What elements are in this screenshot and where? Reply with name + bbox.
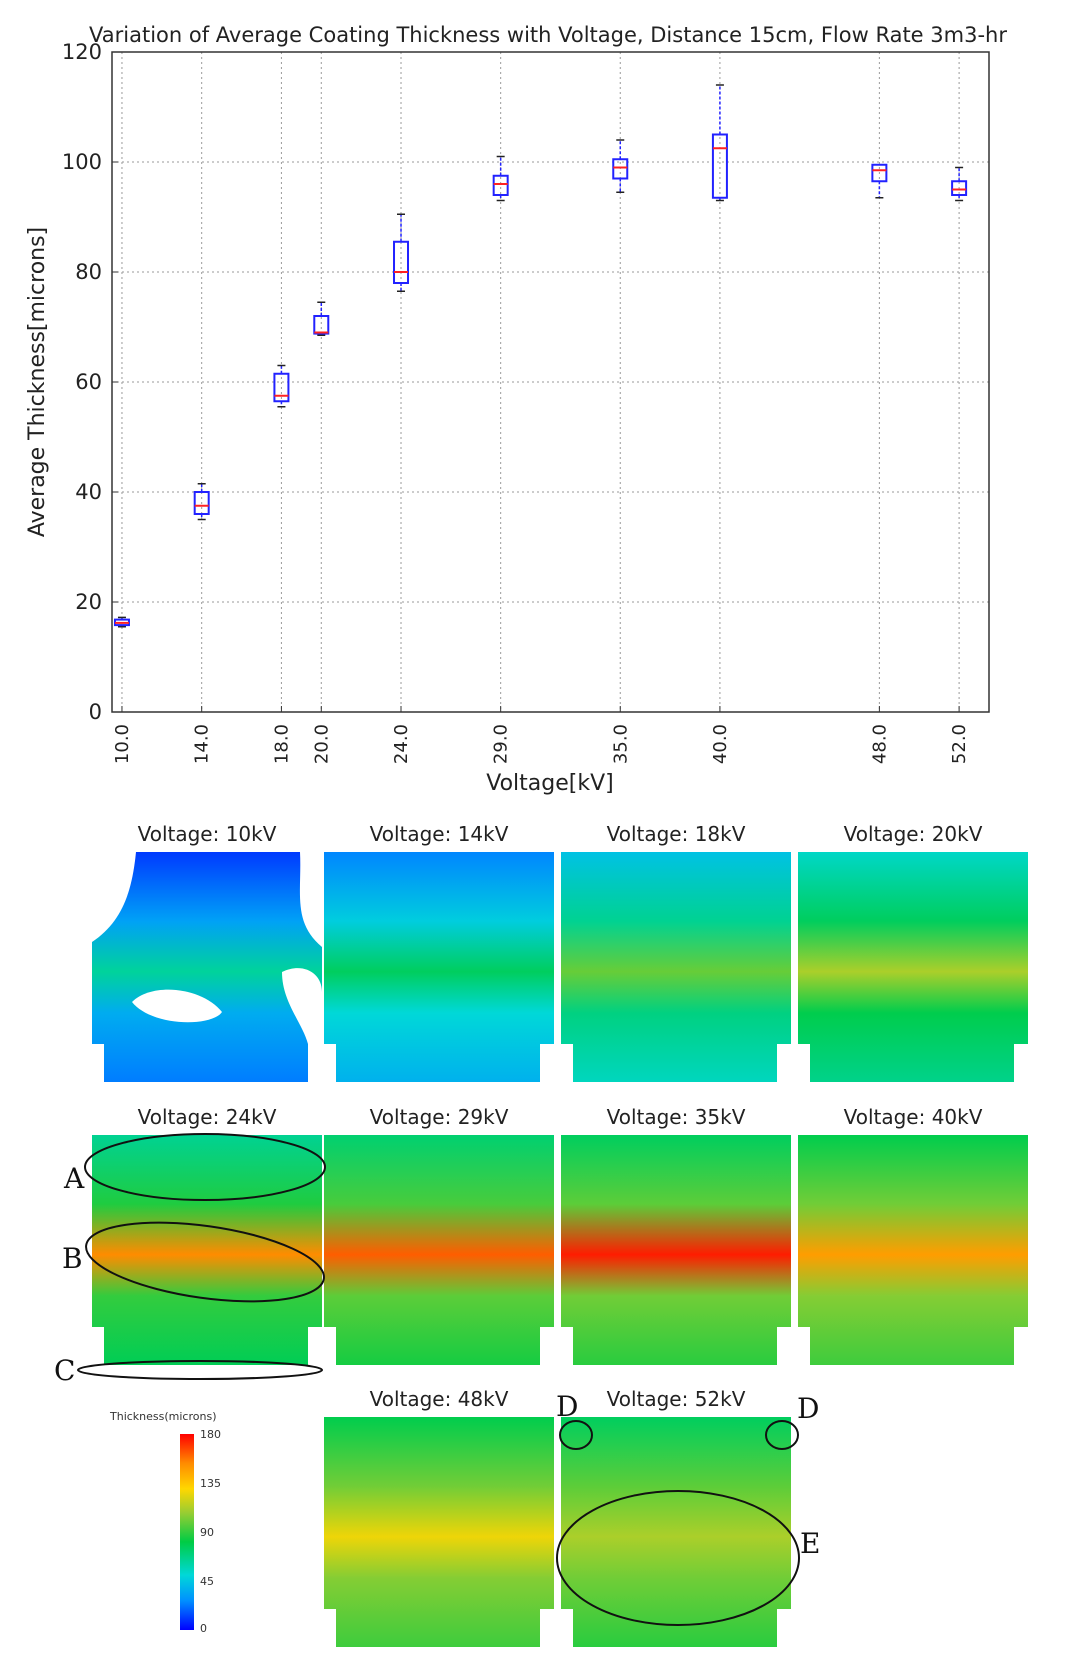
legend-tick: 180 [200,1428,221,1441]
map-image [561,1417,791,1647]
map-image [561,852,791,1082]
x-tick-label: 10.0 [112,724,133,764]
y-axis-ticks: 0 20 40 60 80 100 120 [62,40,118,724]
x-tick-label: 24.0 [391,724,412,764]
map-title: Voltage: 20kV [843,822,983,846]
box [193,491,210,515]
map-image [798,1135,1028,1365]
map-title: Voltage: 29kV [369,1105,509,1129]
legend-colorbar [180,1434,194,1630]
legend-title: Thickness(microns) [110,1410,217,1423]
color-legend: Thickness(microns) 180 135 90 45 0 [110,1410,270,1640]
box [393,240,410,284]
x-tick-label: 14.0 [192,724,213,764]
annotation-label-e: E [800,1527,821,1560]
x-tick-label: 52.0 [949,724,970,764]
map-title: Voltage: 24kV [137,1105,277,1129]
y-tick-label: 60 [75,370,102,394]
map-title: Voltage: 14kV [369,822,509,846]
x-tick-label: 40.0 [710,724,731,764]
x-tick-label: 18.0 [271,724,292,764]
x-axis-ticks: 10.0 14.0 18.0 20.0 24.0 29.0 35.0 40.0 48.0 52.0 [112,706,970,764]
annotation-label-c: C [54,1354,76,1387]
box-plot-chart: Variation of Average Coating Thickness w… [25,23,1007,796]
legend-tick: 0 [200,1622,207,1635]
box [492,174,509,196]
map-image [324,1417,554,1647]
y-tick-label: 20 [75,590,102,614]
legend-tick: 135 [200,1477,221,1490]
y-tick-label: 120 [62,40,102,64]
map-image [324,1135,554,1365]
box [871,163,888,183]
map-image [798,852,1028,1082]
chart-title: Variation of Average Coating Thickness w… [89,23,1007,47]
map-title: Voltage: 35kV [606,1105,746,1129]
y-axis-label: Average Thickness[microns] [25,227,50,537]
map-image [92,1135,322,1365]
legend-tick: 45 [200,1575,214,1588]
x-tick-label: 20.0 [311,724,332,764]
map-title: Voltage: 48kV [369,1387,509,1411]
x-tick-label: 29.0 [491,724,512,764]
x-tick-label: 48.0 [869,724,890,764]
map-title: Voltage: 10kV [137,822,277,846]
map-image [561,1135,791,1365]
map-image [324,852,554,1082]
y-tick-label: 40 [75,480,102,504]
map-title: Voltage: 52kV [606,1387,746,1411]
grid-lines [112,52,989,712]
box [313,315,330,335]
box [273,372,290,403]
x-tick-label: 35.0 [610,724,631,764]
box [711,133,728,199]
annotation-label-b: B [62,1242,83,1275]
annotation-label-d-right: D [797,1392,820,1425]
box [951,180,968,196]
map-title: Voltage: 18kV [606,822,746,846]
legend-tick: 90 [200,1526,214,1539]
map-title: Voltage: 40kV [843,1105,983,1129]
box [612,158,629,180]
map-image [92,852,322,1082]
annotation-label-a: A [64,1162,85,1195]
x-axis-label: Voltage[kV] [486,771,613,796]
y-tick-label: 100 [62,150,102,174]
y-tick-label: 0 [89,700,102,724]
boxes [113,84,968,628]
annotation-label-d-left: D [556,1390,579,1423]
y-tick-label: 80 [75,260,102,284]
